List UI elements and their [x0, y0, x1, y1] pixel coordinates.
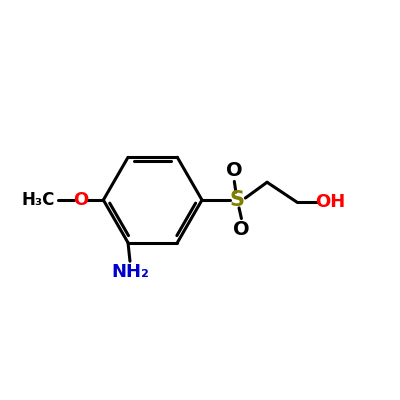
Text: NH₂: NH₂ — [111, 263, 149, 281]
Text: O: O — [226, 161, 243, 180]
Text: O: O — [233, 220, 250, 239]
Text: O: O — [73, 191, 88, 209]
Text: OH: OH — [315, 193, 345, 211]
Text: S: S — [230, 190, 245, 210]
Text: H₃C: H₃C — [22, 191, 55, 209]
